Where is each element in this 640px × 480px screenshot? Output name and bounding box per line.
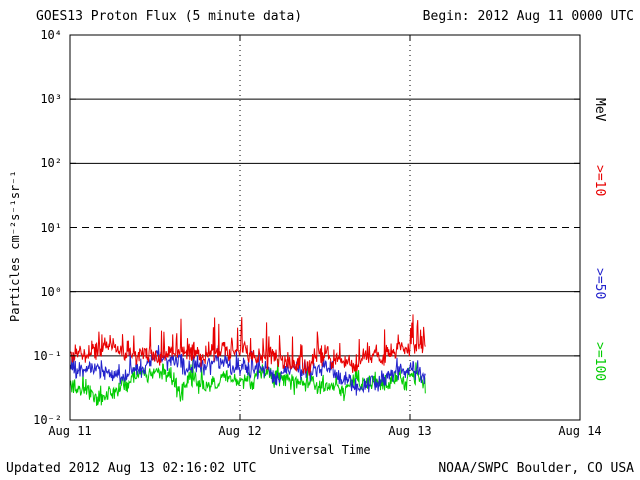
chart-title: GOES13 Proton Flux (5 minute data) (36, 9, 303, 24)
x-tick-label: Aug 14 (558, 424, 602, 438)
y-tick-label: 10⁻² (33, 413, 62, 427)
plot-border (69, 34, 581, 421)
begin-time-label: Begin: 2012 Aug 11 0000 UTC (422, 9, 634, 24)
data-source-label: NOAA/SWPC Boulder, CO USA (438, 461, 634, 476)
x-tick-label: Aug 13 (388, 424, 432, 438)
x-axis-label: Universal Time (269, 443, 371, 457)
updated-timestamp: Updated 2012 Aug 13 02:16:02 UTC (6, 461, 257, 476)
y-axis-label: Particles cm⁻²s⁻¹sr⁻¹ (8, 170, 22, 322)
y-tick-label: 10³ (40, 92, 62, 107)
series-line-10mev (69, 314, 426, 376)
right-axis-unit-label: MeV (592, 98, 607, 122)
series-line-50mev (69, 345, 426, 396)
y-tick-label: 10⁴ (40, 28, 62, 42)
x-tick-label: Aug 11 (48, 424, 92, 438)
y-tick-label: 10⁻¹ (33, 348, 62, 363)
legend-ge50-label: >=50 (592, 268, 607, 300)
y-tick-label: 10¹ (40, 220, 62, 235)
legend-ge100-label: >=100 (592, 342, 607, 382)
y-tick-label: 10⁰ (40, 284, 62, 299)
x-tick-label: Aug 12 (218, 424, 262, 438)
legend-ge10-label: >=10 (592, 165, 607, 197)
y-tick-label: 10² (40, 156, 62, 171)
